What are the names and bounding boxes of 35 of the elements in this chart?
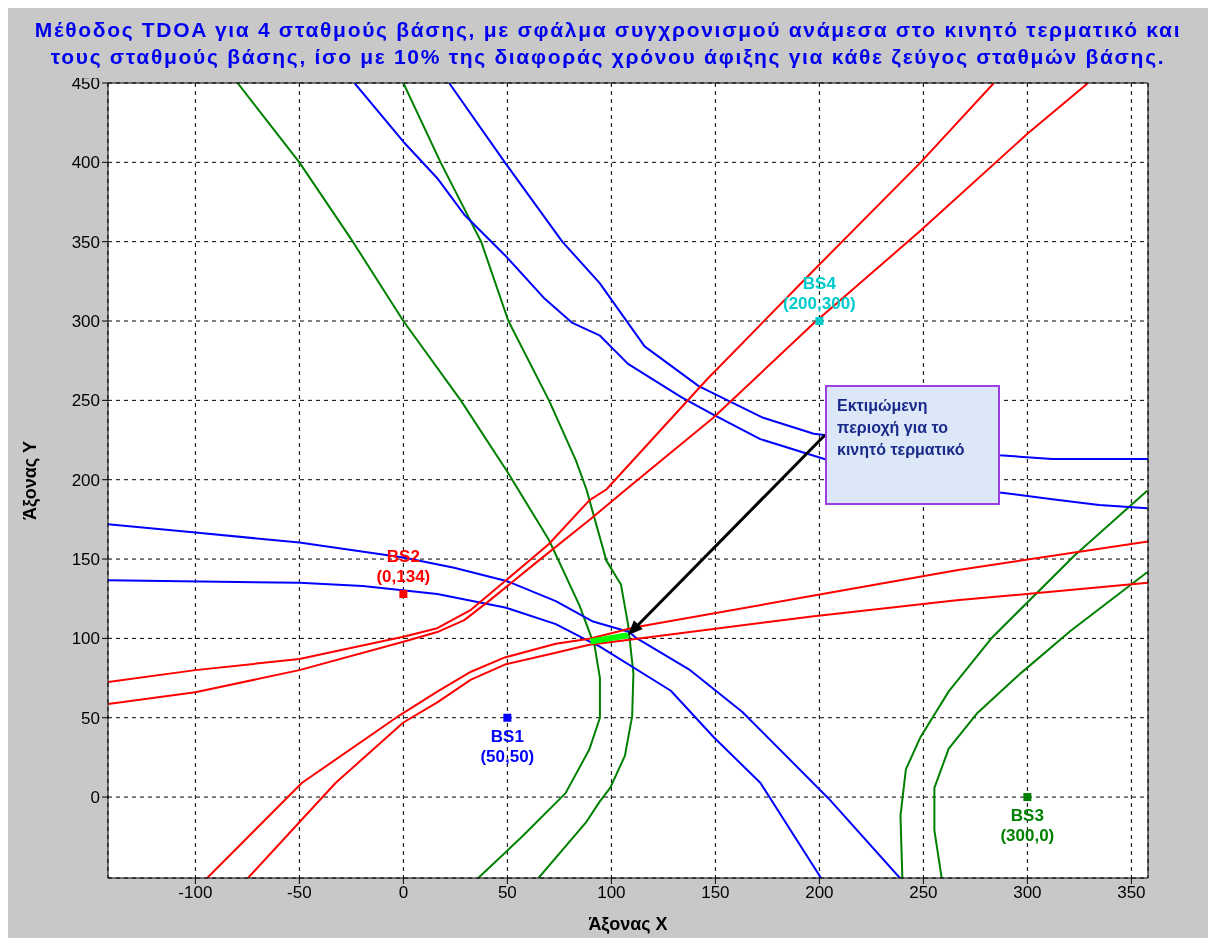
y-tick-label: 100 <box>71 629 100 649</box>
x-tick-label: 0 <box>398 883 409 903</box>
line-series <box>236 83 601 878</box>
chart-title: Μέθοδος TDOA για 4 σταθμούς βάσης, με σφάλμα συγχρονισμού ανάμεσα στο κινητό τερματικό και τους σταθμούς βάσης, ίσο με 10% της διαφοράς χρόνου άφιξης για κάθε ζεύγος σταθμών βάσης. <box>33 17 1183 70</box>
point <box>1023 793 1032 802</box>
x-tick-label: -100 <box>178 883 213 903</box>
line-series <box>933 571 1148 878</box>
point <box>815 317 824 326</box>
x-tick-label: 300 <box>1013 883 1042 903</box>
line-series <box>206 540 1148 878</box>
callout-box: Εκτιμώμενη περιοχή για το κινητό τερματικό <box>825 385 1000 505</box>
annotation: BS3 (300,0) <box>1000 806 1055 846</box>
x-axis-title: Άξονας X <box>588 914 668 935</box>
x-tick-label: 50 <box>497 883 517 903</box>
y-tick-label: 300 <box>71 312 100 332</box>
y-tick-label: 150 <box>71 550 100 570</box>
x-tick-label: 100 <box>597 883 626 903</box>
line-series <box>899 489 1148 878</box>
x-tick-label: 150 <box>701 883 730 903</box>
y-tick-label: 50 <box>81 708 100 728</box>
point <box>503 713 512 722</box>
x-tick-label: 200 <box>805 883 834 903</box>
y-tick-label: 200 <box>71 470 100 490</box>
point <box>399 589 408 598</box>
x-tick-label: -50 <box>287 883 312 903</box>
y-tick-label: 400 <box>71 153 100 173</box>
y-axis-title: Άξονας Y <box>20 440 41 521</box>
y-tick-label: 250 <box>71 391 100 411</box>
y-tick-label: 0 <box>90 788 100 808</box>
line-series <box>108 523 901 878</box>
x-tick-label: 250 <box>909 883 938 903</box>
y-tick-label: 350 <box>71 232 100 252</box>
annotation: BS1 (50,50) <box>480 726 535 766</box>
y-tick-label: 450 <box>71 74 100 94</box>
x-tick-label: 350 <box>1117 883 1146 903</box>
